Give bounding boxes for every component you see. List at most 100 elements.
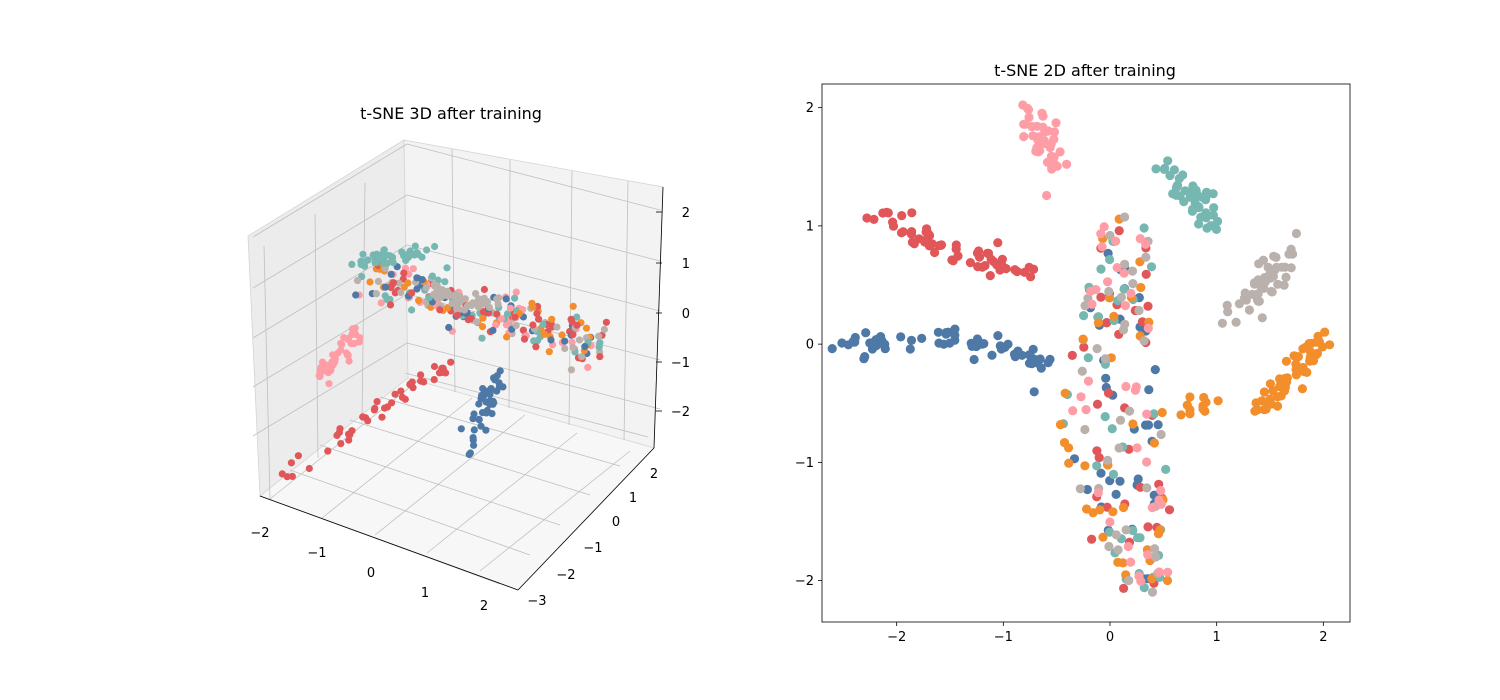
data-point xyxy=(1080,424,1090,435)
data-point xyxy=(1119,284,1129,294)
data-point xyxy=(1150,544,1160,554)
x-tick-label: 2 xyxy=(1319,630,1327,645)
data-point xyxy=(497,315,505,323)
data-point xyxy=(1080,461,1090,471)
z-tick-label: 0 xyxy=(682,307,690,322)
plot-2d: t-SNE 2D after training −2 −1 0 1 2 −2 −1 0 1 2 xyxy=(795,61,1351,645)
data-point xyxy=(951,244,961,254)
data-point xyxy=(323,367,331,376)
data-point xyxy=(439,364,447,372)
data-point xyxy=(377,299,385,307)
data-point xyxy=(1062,159,1072,169)
data-point xyxy=(483,298,492,306)
data-point xyxy=(1010,352,1020,362)
data-point xyxy=(1111,530,1121,540)
data-point xyxy=(443,264,451,272)
data-point xyxy=(939,339,949,349)
data-point xyxy=(417,371,425,379)
data-point xyxy=(861,328,871,338)
data-point xyxy=(869,214,879,224)
data-point xyxy=(406,380,414,388)
data-point xyxy=(1147,574,1157,584)
data-point xyxy=(1095,505,1105,515)
data-point xyxy=(862,213,872,223)
data-point xyxy=(457,425,465,433)
data-point xyxy=(1147,587,1158,597)
data-point xyxy=(1269,251,1279,261)
data-point xyxy=(1163,567,1173,577)
data-point xyxy=(1240,288,1250,298)
data-point xyxy=(473,318,481,326)
y-tick-label: 0 xyxy=(806,338,814,353)
grid-line xyxy=(406,194,661,262)
grid-line xyxy=(321,397,473,519)
data-point xyxy=(545,348,553,356)
data-point xyxy=(1120,319,1130,329)
data-point xyxy=(1159,164,1169,174)
grid-line xyxy=(508,159,511,409)
data-point xyxy=(1136,282,1146,293)
data-point xyxy=(1045,354,1055,364)
data-point xyxy=(1081,405,1091,415)
data-point xyxy=(1149,409,1159,419)
y-tick-label: −1 xyxy=(583,541,602,556)
data-point xyxy=(1132,443,1142,453)
data-point xyxy=(1314,337,1324,347)
grid-line xyxy=(568,170,573,426)
data-point xyxy=(1079,311,1089,321)
grid-line xyxy=(451,148,456,393)
data-point xyxy=(1096,468,1106,478)
data-point xyxy=(1188,181,1198,191)
data-point xyxy=(965,258,976,268)
data-point xyxy=(953,251,963,261)
data-point xyxy=(1297,384,1307,394)
data-point xyxy=(1091,285,1101,295)
data-point xyxy=(1194,219,1204,229)
data-point xyxy=(1087,299,1097,309)
data-point xyxy=(391,390,399,398)
data-point xyxy=(510,294,519,302)
data-point xyxy=(907,208,917,218)
data-point xyxy=(461,295,469,303)
y-tick-label: 1 xyxy=(629,491,637,506)
grid-line xyxy=(314,213,319,459)
grid-line xyxy=(623,180,629,441)
x-tick-label: 1 xyxy=(1213,630,1221,645)
data-point xyxy=(1078,334,1088,344)
data-point xyxy=(352,291,360,299)
data-point xyxy=(430,376,438,384)
data-point xyxy=(337,339,345,347)
z-tick-label: 1 xyxy=(682,257,690,272)
data-point xyxy=(1231,317,1241,327)
data-point xyxy=(1075,484,1085,494)
data-point xyxy=(366,278,374,286)
data-point xyxy=(455,299,463,307)
data-point xyxy=(478,334,486,342)
data-point xyxy=(1119,268,1129,278)
data-point xyxy=(1124,575,1134,586)
data-point xyxy=(1076,392,1086,402)
data-point xyxy=(374,277,382,285)
data-point xyxy=(371,259,379,267)
data-point xyxy=(533,337,542,345)
data-point xyxy=(1244,305,1254,315)
data-point xyxy=(445,323,453,332)
data-point xyxy=(428,272,436,280)
y-axis-line xyxy=(517,447,655,591)
data-point xyxy=(1155,525,1165,535)
data-point xyxy=(437,293,445,301)
data-point xyxy=(917,333,927,343)
data-point xyxy=(381,404,389,412)
data-point xyxy=(400,283,408,291)
data-point xyxy=(1198,402,1208,412)
data-point xyxy=(1055,420,1066,430)
data-point xyxy=(1223,307,1233,317)
data-point xyxy=(533,310,541,318)
data-point xyxy=(1080,301,1090,311)
data-point xyxy=(1260,277,1270,287)
data-point xyxy=(374,252,382,260)
data-point xyxy=(1111,236,1121,246)
data-point xyxy=(1151,552,1161,562)
y-tick-label: −2 xyxy=(556,568,575,583)
data-point xyxy=(1128,419,1138,429)
